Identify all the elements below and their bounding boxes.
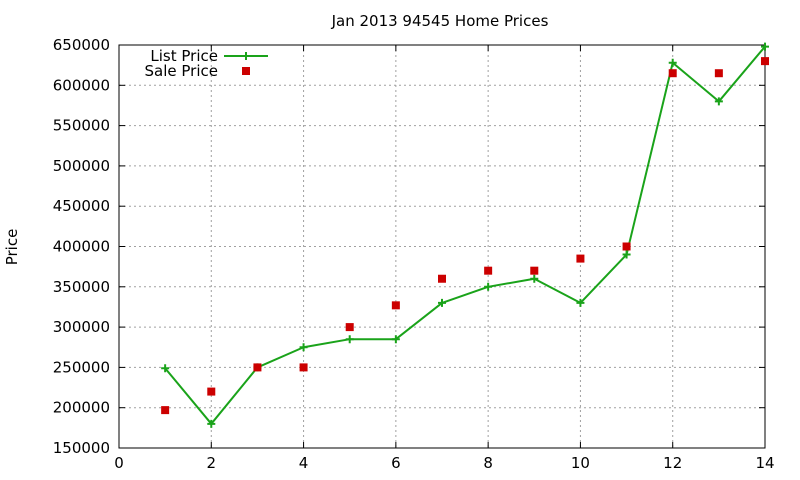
data-point-sale-price xyxy=(484,267,492,275)
y-tick-label: 350000 xyxy=(53,278,110,296)
y-tick-label: 550000 xyxy=(53,117,110,135)
data-point-sale-price xyxy=(715,69,723,77)
data-point-sale-price xyxy=(669,69,677,77)
data-point-sale-price xyxy=(623,243,631,251)
data-point-sale-price xyxy=(438,275,446,283)
data-point-sale-price xyxy=(392,301,400,309)
data-point-sale-price xyxy=(576,255,584,263)
legend-entry-sale-price: Sale Price xyxy=(145,62,250,80)
data-point-sale-price xyxy=(253,363,261,371)
legend-marker-list-price xyxy=(242,52,250,60)
data-point-sale-price xyxy=(207,388,215,396)
data-point-sale-price xyxy=(761,57,769,65)
data-point-sale-price xyxy=(300,363,308,371)
x-tick-label: 2 xyxy=(207,454,217,472)
y-axis-label: Price xyxy=(3,229,21,266)
y-tick-label: 400000 xyxy=(53,238,110,256)
data-point-list-price xyxy=(300,343,308,351)
axis-ticks: 0 2 4 6 8 10 12 14 150000 200000 250000 300000 35000… xyxy=(53,36,775,472)
y-tick-label: 250000 xyxy=(53,358,110,376)
y-tick-label: 650000 xyxy=(53,36,110,54)
legend-marker-sale-price xyxy=(242,67,250,75)
y-tick-label: 500000 xyxy=(53,157,110,175)
data-point-list-price xyxy=(530,275,538,283)
y-tick-label: 300000 xyxy=(53,318,110,336)
data-point-sale-price xyxy=(346,323,354,331)
data-point-list-price xyxy=(484,283,492,291)
y-tick-label: 200000 xyxy=(53,399,110,417)
data-point-list-price xyxy=(346,335,354,343)
legend: List Price Sale Price xyxy=(145,47,268,80)
y-tick-label: 600000 xyxy=(53,76,110,94)
x-tick-label: 4 xyxy=(299,454,309,472)
legend-label-sale-price: Sale Price xyxy=(145,62,218,80)
x-tick-label: 14 xyxy=(755,454,774,472)
x-tick-label: 12 xyxy=(663,454,682,472)
y-tick-label: 150000 xyxy=(53,439,110,457)
x-tick-label: 10 xyxy=(571,454,590,472)
grid xyxy=(119,45,765,448)
x-tick-label: 8 xyxy=(483,454,493,472)
x-tick-label: 0 xyxy=(114,454,124,472)
chart-title: Jan 2013 94545 Home Prices xyxy=(331,12,549,30)
series-layer xyxy=(161,43,769,428)
data-point-sale-price xyxy=(530,267,538,275)
y-tick-label: 450000 xyxy=(53,197,110,215)
x-tick-label: 6 xyxy=(391,454,401,472)
data-point-sale-price xyxy=(161,406,169,414)
